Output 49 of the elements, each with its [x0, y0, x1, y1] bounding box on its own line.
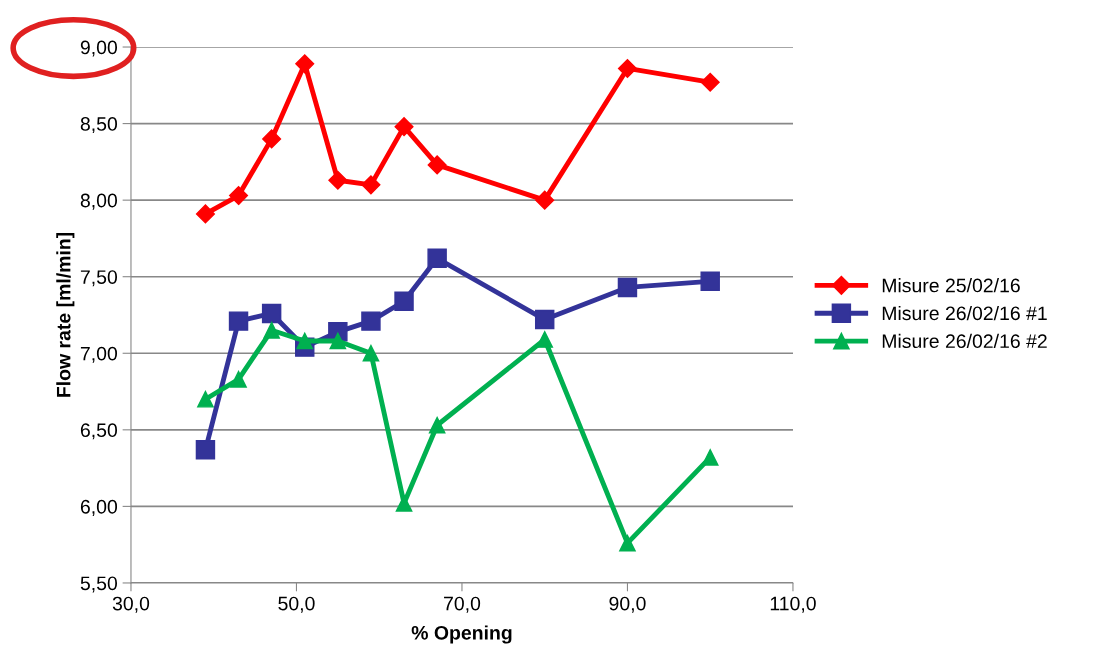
y-tick-label: 9,00: [80, 40, 118, 57]
point: [329, 332, 347, 350]
x-tick-label: 30,0: [112, 596, 150, 613]
point: [394, 291, 414, 311]
point: [394, 117, 414, 137]
point: [535, 190, 555, 210]
x-tick-label: 50,0: [278, 596, 315, 613]
point: [262, 129, 282, 149]
y-tick-label: 7,50: [80, 270, 118, 287]
point: [261, 303, 282, 324]
point: [328, 170, 348, 190]
point: [534, 309, 555, 330]
x-tick-label: 90,0: [609, 596, 646, 613]
x-tick-label: 70,0: [444, 596, 481, 613]
point: [197, 390, 214, 408]
point: [701, 449, 719, 466]
y-tick-label: 8,50: [80, 117, 118, 134]
point: [362, 344, 380, 362]
point: [195, 440, 216, 460]
point: [361, 311, 381, 331]
point: [395, 494, 413, 512]
point: [229, 186, 249, 206]
point: [617, 277, 638, 298]
point: [228, 311, 249, 331]
y-tick-label: 7,00: [80, 346, 118, 363]
y-tick-label: 5,50: [80, 576, 118, 593]
point: [296, 332, 314, 350]
legend-label: Misure 26/02/16 #2: [882, 333, 1047, 349]
point: [617, 58, 637, 78]
y-tick-label: 8,00: [80, 193, 118, 210]
x-axis-title: % Opening: [411, 625, 512, 644]
point: [427, 248, 447, 269]
point: [263, 321, 280, 339]
point: [619, 534, 636, 552]
point: [700, 271, 720, 292]
point: [427, 155, 447, 175]
point: [195, 204, 215, 224]
point: [428, 416, 446, 434]
point: [295, 54, 315, 74]
y-tick-label: 6,00: [80, 499, 118, 516]
legend-label: Misure 26/02/16 #1: [882, 305, 1047, 321]
y-axis-title: Flow rate [ml/min]: [56, 232, 75, 397]
point: [230, 370, 247, 388]
y-tick-label: 6,50: [80, 423, 118, 440]
legend-label: Misure 25/02/16: [882, 278, 1020, 293]
point: [361, 175, 381, 195]
x-tick-label: 110,0: [770, 596, 816, 613]
point: [700, 72, 720, 92]
point: [536, 331, 554, 348]
